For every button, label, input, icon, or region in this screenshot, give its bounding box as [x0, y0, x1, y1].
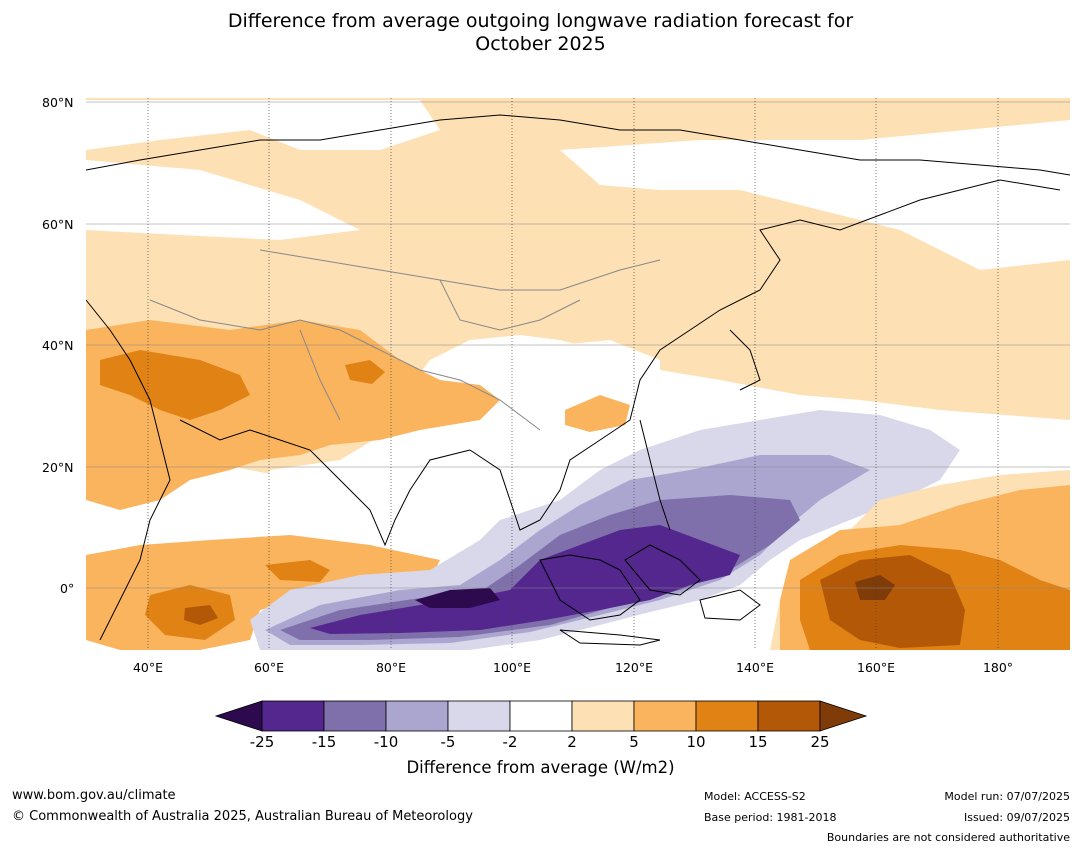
- anomaly-field: [86, 98, 1070, 650]
- anomaly-region-middle-east-dark-orange: [100, 350, 250, 420]
- colorbar-tick-10: 10: [686, 733, 706, 751]
- colorbar-segment: [385, 700, 449, 732]
- model-label: Model: ACCESS-S2: [704, 790, 806, 803]
- anomaly-region-pacific-brown: [820, 555, 965, 648]
- colorbar-tick-2: 2: [567, 733, 577, 751]
- lon-label-100e: 100°E: [492, 660, 532, 675]
- lon-label-140e: 140°E: [735, 660, 775, 675]
- disclaimer-text: Boundaries are not considered authoritat…: [826, 831, 1070, 844]
- colorbar-segment: [323, 700, 387, 732]
- anomaly-region-tibet-dark-orange: [345, 360, 385, 384]
- colorbar-segment: [447, 700, 511, 732]
- colorbar-segment: [571, 700, 635, 732]
- white-patch-siberia: [560, 120, 1070, 270]
- colorbar-tick-25: 25: [810, 733, 830, 751]
- base-period-label: Base period: 1981-2018: [704, 811, 837, 824]
- anomaly-region-indian-ocean-dark-orange: [265, 560, 330, 582]
- white-patch-west: [86, 160, 360, 240]
- colorbar-segment: [695, 700, 759, 732]
- colorbar-tick-5: 5: [629, 733, 639, 751]
- lon-label-40e: 40°E: [132, 660, 164, 675]
- lon-label-60e: 60°E: [253, 660, 285, 675]
- issued-label: Issued: 09/07/2025: [963, 811, 1070, 824]
- anomaly-region-east-china-orange: [565, 395, 630, 432]
- title-line-2: October 2025: [475, 33, 606, 55]
- lat-label-20n: 20°N: [42, 460, 74, 475]
- meridians: [147, 98, 999, 650]
- country-borders: [149, 249, 661, 431]
- anomaly-region-maritime-darkest-purple: [415, 588, 500, 608]
- white-patch-south-asia: [250, 420, 560, 555]
- title-line-1: Difference from average outgoing longwav…: [227, 10, 854, 32]
- lat-label-0: 0°: [60, 581, 75, 596]
- graticule: [86, 101, 1070, 589]
- lat-label-60n: 60°N: [42, 217, 74, 232]
- colorbar-tick-15: 15: [748, 733, 768, 751]
- anomaly-region-maritime-deep-purple: [310, 525, 740, 634]
- colorbar-segment: [509, 700, 573, 732]
- anomaly-region-africa-brown: [184, 605, 218, 625]
- website-link[interactable]: www.bom.gov.au/climate: [12, 788, 176, 803]
- colorbar-tick-neg5: -5: [440, 733, 456, 751]
- copyright-text: © Commonwealth of Australia 2025, Austra…: [12, 809, 473, 824]
- lat-label-40n: 40°N: [42, 338, 74, 353]
- colorbar-segment: [261, 700, 325, 732]
- colorbar-tick-neg15: -15: [311, 733, 337, 751]
- colorbar-segment: [757, 700, 821, 732]
- colorbar-tick-neg2: -2: [502, 733, 518, 751]
- colorbar-extend-low: [214, 700, 263, 732]
- lon-label-180: 180°: [982, 660, 1014, 675]
- chart-title: Difference from average outgoing longwav…: [0, 10, 1081, 56]
- white-patch-china: [520, 340, 660, 400]
- coastlines: [86, 114, 1070, 646]
- colorbar-segment: [633, 700, 697, 732]
- colorbar-title: Difference from average (W/m2): [406, 758, 675, 777]
- colorbar-tick-neg25: -25: [249, 733, 275, 751]
- lon-label-160e: 160°E: [856, 660, 896, 675]
- anomaly-region-pacific-darkest-brown: [855, 575, 895, 600]
- colorbar-tick-neg10: -10: [373, 733, 399, 751]
- white-patch-arctic: [86, 100, 440, 150]
- model-run-label: Model run: 07/07/2025: [944, 790, 1070, 803]
- colorbar-extend-high: [819, 700, 868, 732]
- lon-label-120e: 120°E: [614, 660, 654, 675]
- lat-label-80n: 80°N: [42, 95, 74, 110]
- lon-label-80e: 80°E: [375, 660, 407, 675]
